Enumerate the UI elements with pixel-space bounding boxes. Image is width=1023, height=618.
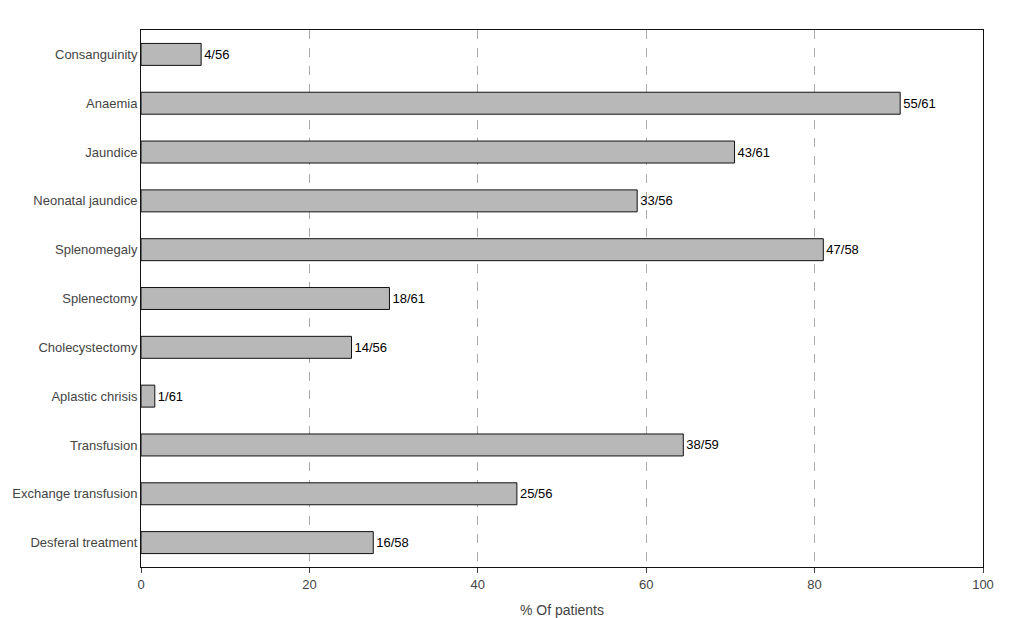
svg-text:20: 20 xyxy=(302,577,316,592)
svg-text:Consanguinity: Consanguinity xyxy=(55,47,138,62)
svg-text:100: 100 xyxy=(972,577,994,592)
svg-text:43/61: 43/61 xyxy=(738,145,771,160)
svg-text:40: 40 xyxy=(471,577,485,592)
svg-text:% Of patients: % Of patients xyxy=(520,602,604,618)
svg-text:38/59: 38/59 xyxy=(686,437,719,452)
svg-text:Splenomegaly: Splenomegaly xyxy=(55,242,138,257)
svg-text:Splenectomy: Splenectomy xyxy=(62,291,138,306)
svg-text:Anaemia: Anaemia xyxy=(86,96,138,111)
svg-text:14/56: 14/56 xyxy=(355,340,388,355)
svg-text:Jaundice: Jaundice xyxy=(85,145,137,160)
svg-text:16/58: 16/58 xyxy=(376,535,409,550)
svg-text:Desferal treatment: Desferal treatment xyxy=(30,535,137,550)
svg-text:Aplastic chrisis: Aplastic chrisis xyxy=(51,389,137,404)
svg-text:33/56: 33/56 xyxy=(640,193,673,208)
svg-text:47/58: 47/58 xyxy=(826,242,859,257)
svg-text:1/61: 1/61 xyxy=(158,389,183,404)
svg-text:Neonatal jaundice: Neonatal jaundice xyxy=(33,193,137,208)
svg-text:25/56: 25/56 xyxy=(520,486,553,501)
svg-text:80: 80 xyxy=(807,577,821,592)
svg-text:0: 0 xyxy=(137,577,144,592)
svg-text:4/56: 4/56 xyxy=(204,47,229,62)
svg-text:55/61: 55/61 xyxy=(903,96,936,111)
svg-text:Cholecystectomy: Cholecystectomy xyxy=(38,340,137,355)
svg-text:Exchange transfusion: Exchange transfusion xyxy=(12,486,137,501)
svg-text:18/61: 18/61 xyxy=(392,291,425,306)
svg-text:Transfusion: Transfusion xyxy=(70,438,137,453)
svg-text:60: 60 xyxy=(639,577,653,592)
